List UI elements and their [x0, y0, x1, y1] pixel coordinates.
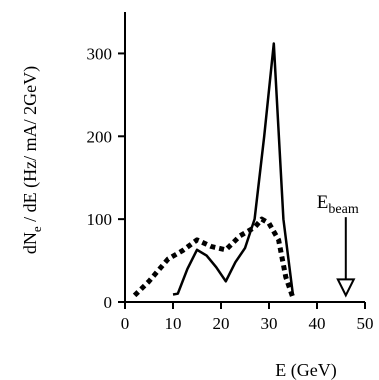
y-tick-label: 100	[87, 210, 113, 229]
axes	[124, 12, 365, 303]
solid-series-line	[172, 42, 295, 296]
x-tick-label: 20	[213, 314, 230, 333]
x-axis-title: E (GeV)	[275, 360, 336, 380]
ebeam-arrow-head	[336, 278, 356, 298]
ebeam-label: Ebeam	[317, 192, 359, 217]
dotted-series-line	[132, 216, 296, 299]
x-tick-label: 50	[357, 314, 374, 333]
x-tick-label: 30	[261, 314, 278, 333]
x-tick-label: 10	[165, 314, 182, 333]
y-tick-label: 200	[87, 127, 113, 146]
series-layer	[132, 42, 296, 299]
y-axis-title: dNe / dE (Hz/ mA/ 2GeV)	[20, 66, 44, 254]
x-tick-label: 40	[309, 314, 326, 333]
y-tick-label: 0	[104, 293, 113, 312]
y-tick-label: 300	[87, 44, 113, 63]
annotation-layer: Ebeam	[317, 192, 359, 298]
ticks: 0 10 20 30 40 50 0 100 200 300	[87, 44, 374, 333]
x-tick-label: 0	[121, 314, 130, 333]
